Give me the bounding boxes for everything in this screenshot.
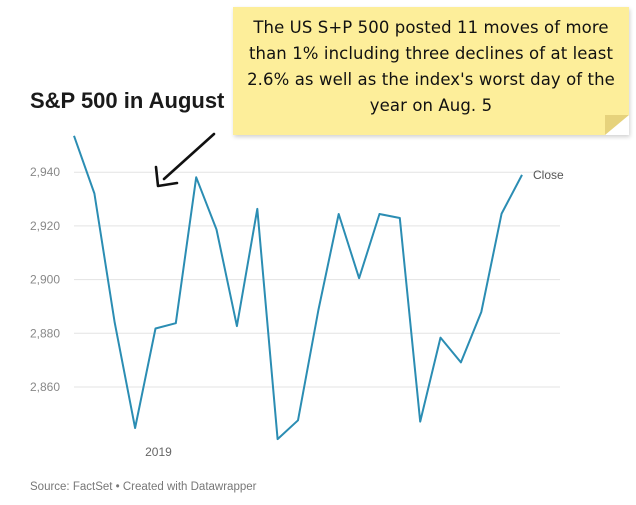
note-page-curl	[605, 115, 629, 135]
y-tick-label: 2,920	[30, 219, 60, 233]
series-line-close	[73, 135, 523, 441]
annotation-text: The US S+P 500 posted 11 moves of more t…	[247, 18, 615, 115]
y-tick-label: 2,880	[30, 326, 60, 340]
x-tick-label: 2019	[145, 445, 172, 459]
source-credit: Source: FactSet • Created with Datawrapp…	[30, 481, 257, 493]
y-tick-label: 2,860	[30, 380, 60, 394]
y-tick-label: 2,940	[30, 165, 60, 179]
y-tick-label: 2,900	[30, 273, 60, 287]
annotation-note: The US S+P 500 posted 11 moves of more t…	[233, 7, 629, 135]
grid-lines	[74, 171, 560, 388]
arrow-icon	[154, 132, 216, 188]
series-label-close: Close	[533, 168, 564, 182]
chart-title: S&P 500 in August	[30, 88, 225, 113]
y-axis-ticks: 2,860 2,880 2,900 2,920 2,940	[30, 165, 60, 394]
